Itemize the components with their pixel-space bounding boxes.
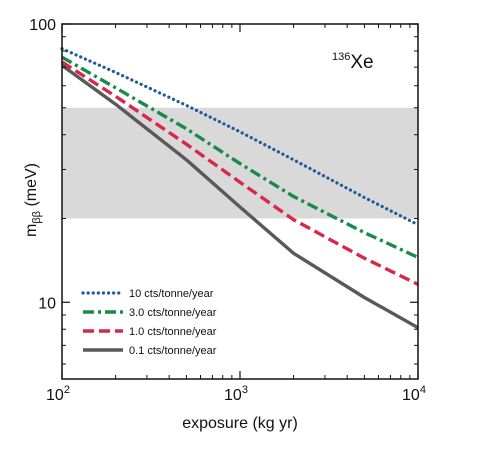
x-tick-label: 103: [224, 384, 248, 404]
legend-label-1: 3.0 cts/tonne/year: [129, 307, 217, 319]
isotope-annotation: 136Xe: [332, 51, 374, 73]
legend: 10 cts/tonne/year 3.0 cts/tonne/year 1.0 c…: [81, 288, 217, 357]
x-tick-base: 10: [224, 387, 242, 404]
series-line-3: [61, 64, 419, 330]
x-tick-exponent: 3: [242, 384, 248, 396]
x-tick-exponent: 4: [420, 384, 426, 396]
y-tick-label: 10: [38, 295, 56, 312]
legend-label-0: 10 cts/tonne/year: [129, 288, 214, 300]
isotope-element: Xe: [350, 52, 373, 73]
legend-label-2: 1.0 cts/tonne/year: [129, 326, 217, 338]
series-line-1: [61, 55, 419, 259]
y-axis-title: mββ (meV): [23, 163, 43, 237]
x-tick-base: 10: [46, 387, 64, 404]
y-axis-title-subscript: ββ: [31, 211, 43, 224]
y-axis-title-unit: (meV): [23, 163, 40, 211]
x-tick-base: 10: [402, 387, 420, 404]
x-axis-title: exposure (kg yr): [182, 415, 298, 432]
legend-label-3: 0.1 cts/tonne/year: [129, 345, 217, 357]
x-tick-label: 102: [46, 384, 70, 404]
series-line-0: [60, 47, 420, 227]
y-tick-label: 100: [29, 17, 56, 34]
isotope-mass-number: 136: [332, 51, 350, 63]
series-line-2: [61, 60, 419, 286]
series-group: [60, 47, 420, 330]
x-tick-label: 104: [402, 384, 426, 404]
y-axis-title-main: m: [23, 224, 40, 237]
x-tick-exponent: 2: [64, 384, 70, 396]
